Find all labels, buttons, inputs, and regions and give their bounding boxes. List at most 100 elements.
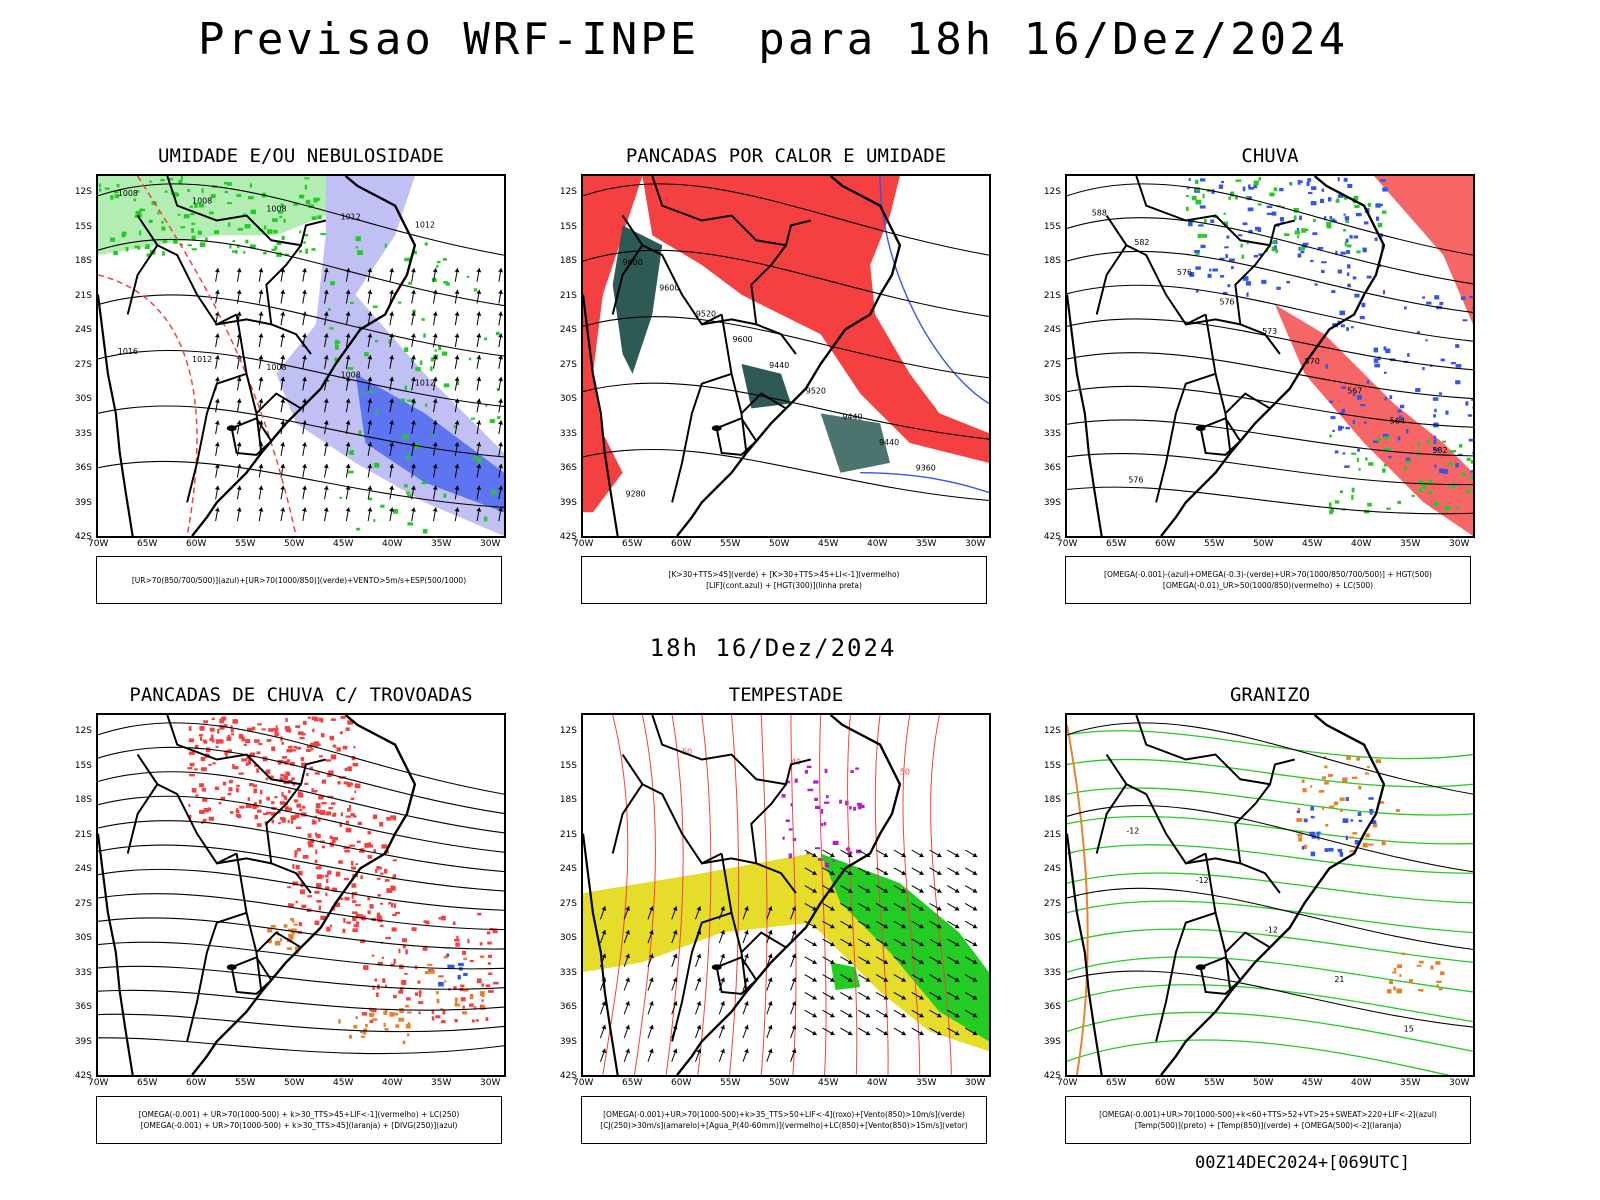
- country-border: [1224, 392, 1271, 415]
- forecast-map: 588 582 576 576 573 570 567 564 582 576: [1065, 174, 1475, 538]
- low-level-moisture: [114, 191, 119, 194]
- thunderstorm-area: [188, 751, 195, 755]
- latitude-tick-label: 21S: [1043, 290, 1061, 301]
- thunderstorm-area: [346, 781, 350, 787]
- wind-vector: [214, 442, 220, 456]
- wind-850-vector: [647, 929, 654, 944]
- omega-ascent: [1407, 353, 1410, 357]
- longitude-tick-label: 70W: [1057, 539, 1078, 549]
- strong-ascent: [1386, 507, 1391, 510]
- latitude-tick-label: 30S: [74, 933, 92, 943]
- instability-area: [583, 176, 643, 513]
- thunderstorm-area: [260, 789, 263, 795]
- longitude-tick-label: 55W: [720, 539, 741, 549]
- omega-500-area: [1395, 808, 1400, 813]
- thunderstorm-area: [344, 767, 348, 772]
- latitude-tick-label: 42S: [1043, 1071, 1061, 1081]
- strong-ascent: [1228, 196, 1231, 200]
- wind-850-vector: [857, 991, 871, 1000]
- convection-area: [463, 989, 469, 992]
- latitude-tick-label: 12S: [1043, 187, 1061, 197]
- convection-area: [424, 971, 430, 975]
- thunderstorm-area: [271, 801, 275, 805]
- severe-storm-area: [781, 794, 786, 798]
- temp-850-contour: [1067, 984, 1473, 1023]
- omega-ascent: [1439, 301, 1444, 305]
- low-level-moisture: [194, 203, 198, 208]
- omega-ascent: [1469, 296, 1473, 299]
- thunderstorm-area: [287, 807, 293, 811]
- latitude-tick-label: 15S: [559, 760, 577, 771]
- severe-storm-area: [814, 797, 819, 801]
- strong-ascent: [1418, 480, 1424, 484]
- wind-850-vector: [840, 991, 853, 1000]
- wind-850-vector: [647, 953, 654, 967]
- thunderstorm-area: [311, 747, 314, 751]
- wind-vector: [236, 267, 242, 282]
- temp-850-contour: [1067, 815, 1473, 845]
- thunderstorm-area: [268, 775, 274, 779]
- thunderstorm-area: [398, 948, 401, 954]
- low-level-moisture: [198, 203, 204, 208]
- low-level-moisture: [104, 187, 110, 190]
- thunderstorm-area: [369, 1007, 372, 1011]
- temp-label: -12: [1265, 926, 1278, 935]
- low-level-moisture: [236, 244, 240, 249]
- wind-850-vector: [647, 1048, 654, 1062]
- thunderstorm-area: [208, 816, 215, 821]
- wind-vector: [214, 507, 220, 522]
- temp-850-contour: [1067, 872, 1473, 904]
- strong-ascent: [1301, 228, 1307, 233]
- thunderstorm-area: [217, 728, 220, 734]
- wind-vector: [280, 355, 286, 369]
- latitude-tick-label: 24S: [1043, 325, 1061, 335]
- thunderstorm-area: [316, 900, 322, 903]
- thunderstorm-area: [241, 758, 247, 762]
- longitude-tick-label: 40W: [1351, 1078, 1372, 1088]
- strong-ascent: [1270, 241, 1276, 245]
- thunderstorm-area: [270, 812, 276, 816]
- thunderstorm-area: [278, 822, 281, 825]
- omega-500-area: [1302, 788, 1307, 793]
- panel-title: CHUVA: [1241, 145, 1299, 167]
- thunderstorm-area: [349, 844, 355, 847]
- thunderstorm-area: [376, 877, 381, 880]
- thunderstorm-area: [312, 728, 315, 733]
- thunderstorm-area: [377, 894, 382, 897]
- thunderstorm-area: [453, 986, 457, 990]
- omega-ascent: [1266, 205, 1273, 209]
- height-label: 9600: [733, 335, 753, 344]
- latitude-tick-label: 39S: [559, 1036, 577, 1047]
- omega-ascent: [1224, 246, 1229, 249]
- country-border: [126, 244, 159, 315]
- thunderstorm-area: [376, 866, 381, 870]
- low-level-moisture: [191, 248, 197, 251]
- thunderstorm-area: [350, 860, 354, 866]
- wind-vector: [214, 420, 220, 435]
- omega-ascent: [1382, 187, 1388, 192]
- low-level-moisture: [311, 248, 316, 251]
- height-label: 9600: [623, 258, 643, 267]
- thunderstorm-area: [208, 763, 212, 766]
- thunderstorm-area: [367, 855, 373, 859]
- wind-vector: [323, 485, 329, 500]
- latitude-tick-label: 27S: [74, 359, 92, 370]
- omega-ascent: [1344, 216, 1350, 221]
- omega-ascent: [1384, 396, 1387, 401]
- wind-850-vector: [790, 1001, 797, 1015]
- wind-850-vector: [742, 929, 749, 944]
- wind-vector: [498, 333, 503, 348]
- wind-850-vector: [742, 1048, 749, 1062]
- omega-500-area: [1365, 833, 1370, 838]
- low-level-moisture: [267, 229, 273, 234]
- country-border: [750, 244, 787, 325]
- omega-500-area: [1303, 844, 1307, 849]
- wind-850-vector: [790, 977, 797, 991]
- thunderstorm-area: [291, 777, 295, 781]
- latitude-tick-label: 21S: [559, 829, 577, 840]
- wind-vector: [258, 376, 264, 391]
- omega-500-area: [1296, 818, 1303, 822]
- west-coastline: [1067, 833, 1103, 1075]
- thunderstorm-area: [289, 728, 292, 733]
- convection-area: [461, 1011, 468, 1015]
